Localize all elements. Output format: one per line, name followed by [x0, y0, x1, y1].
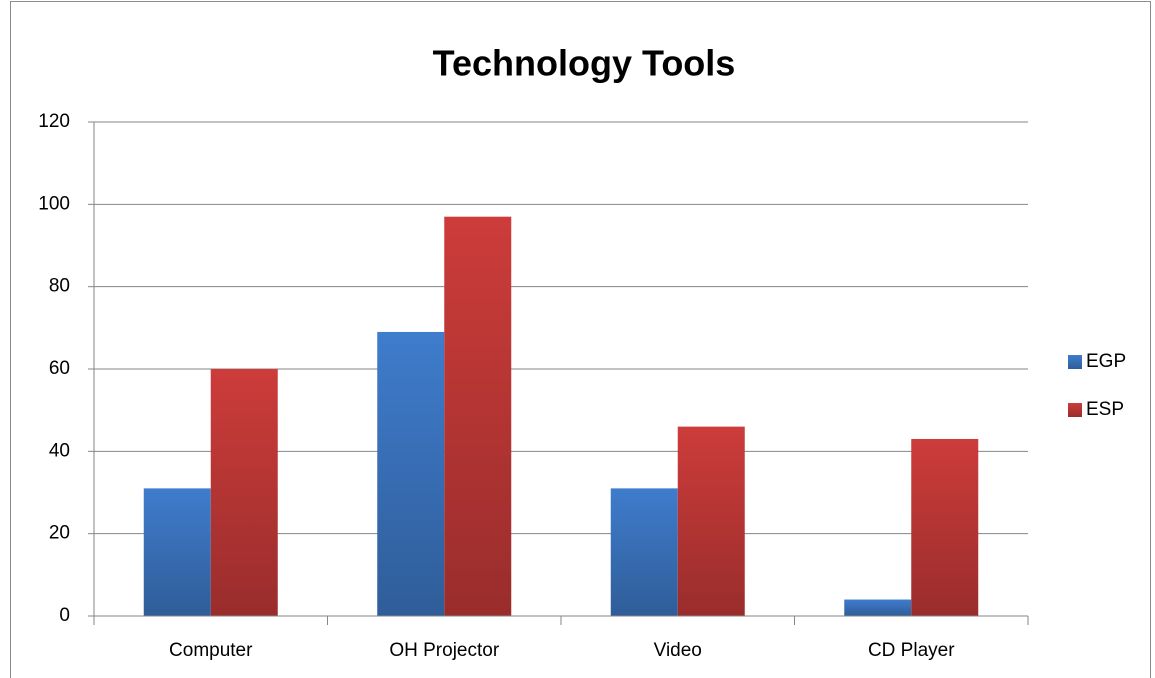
bar — [143, 488, 211, 616]
bar — [210, 369, 278, 616]
chart-border — [10, 1, 1151, 678]
y-tick-label: 20 — [49, 523, 70, 544]
chart-title: Technology Tools — [433, 43, 736, 84]
legend-label: ESP — [1086, 399, 1124, 420]
bar — [677, 426, 745, 616]
x-tick-label: Computer — [169, 640, 253, 661]
legend-swatch — [1068, 403, 1082, 417]
legend-swatch — [1068, 355, 1082, 369]
legend-label: EGP — [1086, 351, 1126, 372]
bar — [444, 216, 512, 616]
x-tick-label: Video — [654, 640, 702, 661]
y-tick-label: 0 — [59, 605, 70, 626]
bar — [844, 599, 912, 616]
y-tick-label: 80 — [49, 276, 70, 297]
bar — [911, 438, 979, 616]
y-tick-label: 60 — [49, 358, 70, 379]
y-tick-label: 40 — [49, 440, 70, 461]
bar — [610, 488, 678, 616]
y-tick-label: 120 — [38, 111, 70, 132]
y-tick-label: 100 — [38, 193, 70, 214]
bar — [377, 331, 445, 616]
x-tick-label: CD Player — [868, 640, 955, 661]
x-tick-label: OH Projector — [389, 640, 499, 661]
